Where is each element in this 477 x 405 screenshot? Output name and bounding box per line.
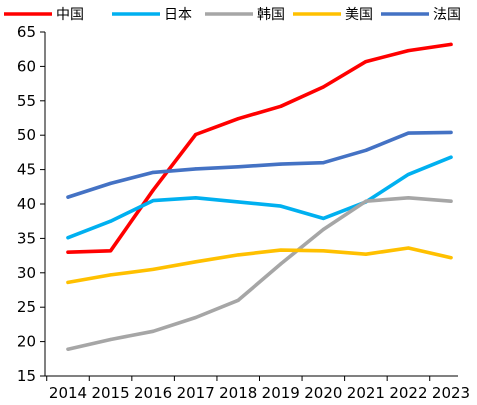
- series-line-0: [66, 42, 453, 254]
- y-axis: 15 20 25 30 35 40 45 50 55 60 65: [17, 23, 46, 385]
- data-point: [279, 248, 283, 252]
- data-point: [364, 252, 368, 256]
- data-point: [279, 104, 283, 108]
- legend-item: 韩国: [205, 7, 285, 23]
- legend: 中国 日本 韩国 美国 法国: [4, 7, 461, 23]
- data-point: [321, 227, 325, 232]
- y-tick-label: 55: [17, 92, 36, 110]
- data-point: [279, 262, 283, 266]
- legend-item: 美国: [293, 7, 373, 23]
- x-tick-label: 2017: [177, 384, 215, 402]
- data-point: [364, 59, 368, 64]
- data-point: [279, 204, 283, 208]
- data-point: [406, 131, 411, 135]
- x-tick-label: 2023: [432, 384, 470, 402]
- x-tick-label: 2020: [304, 384, 342, 402]
- data-point: [108, 181, 113, 185]
- legend-item: 法国: [381, 7, 461, 23]
- legend-item: 日本: [112, 7, 192, 23]
- legend-label: 中国: [56, 7, 84, 23]
- data-point: [108, 337, 113, 342]
- data-point: [194, 260, 198, 264]
- legend-item: 中国: [4, 7, 84, 23]
- x-tick-label: 2019: [262, 384, 300, 402]
- y-tick-label: 20: [17, 333, 36, 351]
- series-line-4: [66, 130, 453, 199]
- series-line-2: [66, 196, 453, 352]
- data-point: [194, 315, 198, 320]
- data-point: [321, 249, 325, 253]
- y-tick-label: 40: [17, 195, 36, 213]
- data-point: [66, 347, 70, 351]
- data-point: [194, 132, 198, 137]
- data-point: [236, 165, 240, 169]
- y-tick-label: 65: [17, 23, 36, 41]
- data-point: [151, 170, 155, 174]
- data-point: [449, 199, 453, 203]
- y-tick-label: 15: [17, 367, 36, 385]
- data-point: [364, 148, 368, 152]
- data-point: [406, 48, 411, 53]
- y-tick-label: 45: [17, 161, 36, 179]
- data-point: [108, 273, 113, 277]
- y-tick-label: 35: [17, 229, 36, 247]
- data-point: [406, 172, 411, 177]
- data-point: [194, 196, 198, 200]
- y-tick-label: 30: [17, 264, 36, 282]
- series-line-1: [66, 155, 453, 240]
- data-point: [236, 117, 240, 121]
- data-point: [449, 42, 453, 46]
- x-tick-label: 2016: [134, 384, 172, 402]
- data-point: [236, 298, 240, 302]
- data-point: [406, 196, 411, 200]
- data-point: [151, 188, 155, 192]
- data-point: [321, 216, 325, 221]
- data-point: [236, 200, 240, 204]
- data-point: [66, 236, 70, 240]
- data-point: [151, 267, 155, 271]
- data-point: [449, 256, 453, 260]
- y-tick-label: 50: [17, 126, 36, 144]
- data-point: [108, 219, 113, 223]
- series-line-3: [66, 246, 453, 285]
- legend-label: 日本: [164, 7, 192, 23]
- y-tick-label: 60: [17, 57, 36, 75]
- legend-label: 法国: [433, 7, 461, 23]
- data-point: [66, 250, 70, 254]
- data-point: [364, 199, 368, 203]
- x-tick-label: 2021: [347, 384, 385, 402]
- data-point: [108, 249, 113, 253]
- data-point: [449, 130, 453, 135]
- data-point: [321, 85, 325, 89]
- x-tick-label: 2022: [389, 384, 427, 402]
- data-point: [406, 246, 411, 250]
- x-axis: 2014 2015 2016 2017 2018 2019 2020 2021 2022 2023: [45, 375, 470, 402]
- x-tick-label: 2014: [49, 384, 87, 402]
- y-tick-label: 25: [17, 298, 36, 316]
- legend-label: 美国: [345, 7, 373, 23]
- x-tick-label: 2015: [91, 384, 129, 402]
- x-tick-label: 2018: [219, 384, 257, 402]
- data-point: [151, 329, 155, 333]
- data-point: [321, 161, 325, 165]
- series-layer: [66, 42, 453, 352]
- data-point: [279, 162, 283, 166]
- data-point: [449, 155, 453, 159]
- data-point: [151, 198, 155, 203]
- data-point: [194, 167, 198, 171]
- data-point: [66, 195, 70, 199]
- legend-label: 韩国: [257, 7, 285, 23]
- data-point: [66, 280, 70, 285]
- data-point: [236, 253, 240, 257]
